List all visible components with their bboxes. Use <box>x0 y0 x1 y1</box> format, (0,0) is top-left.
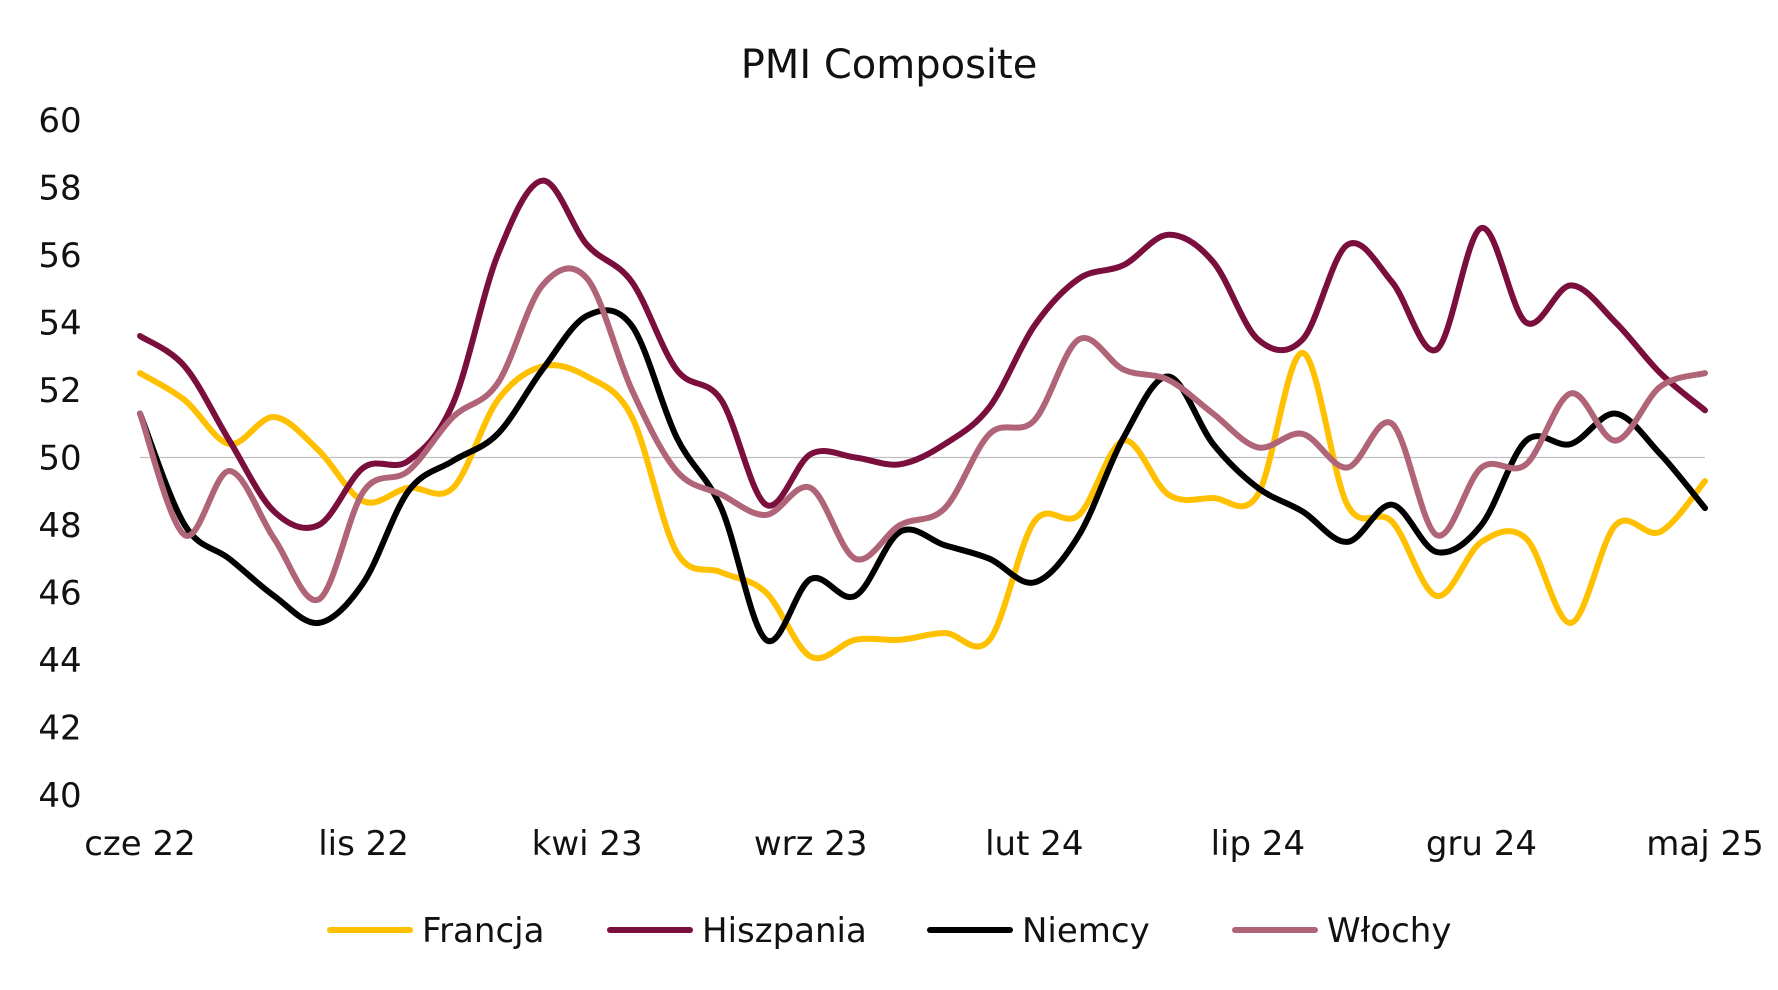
y-tick-label: 40 <box>38 776 81 816</box>
y-tick-label: 48 <box>38 506 81 546</box>
legend-label: Włochy <box>1327 911 1451 951</box>
x-tick-label: wrz 23 <box>754 824 868 864</box>
x-tick-label: lip 24 <box>1211 824 1306 864</box>
y-tick-label: 46 <box>38 574 81 614</box>
legend-label: Niemcy <box>1022 911 1150 951</box>
x-tick-label: lis 22 <box>318 824 409 864</box>
series-lines <box>137 177 1708 662</box>
x-tick-label: lut 24 <box>985 824 1083 864</box>
series-line-niemcy <box>137 307 1708 645</box>
x-tick-label: gru 24 <box>1426 824 1537 864</box>
y-tick-label: 60 <box>38 101 81 141</box>
series-line-francja <box>137 349 1708 662</box>
y-tick-label: 54 <box>38 304 81 344</box>
x-axis: cze 22 lis 22 kwi 23 wrz 23 lut 24 lip 24 gru … <box>84 824 1764 864</box>
y-tick-label: 50 <box>38 439 81 479</box>
legend: Francja Hiszpania Niemcy Włochy <box>327 911 1451 951</box>
y-tick-label: 42 <box>38 709 81 749</box>
x-tick-label: cze 22 <box>84 824 196 864</box>
legend-label: Francja <box>422 911 544 951</box>
y-tick-label: 58 <box>38 169 81 209</box>
y-tick-label: 56 <box>38 236 81 276</box>
y-axis: 40 42 44 46 48 50 52 54 56 58 60 <box>38 101 81 816</box>
series-line-włochy <box>137 265 1708 604</box>
x-tick-label: kwi 23 <box>532 824 643 864</box>
y-tick-label: 44 <box>38 641 81 681</box>
y-tick-label: 52 <box>38 371 81 411</box>
series-line-hiszpania <box>137 177 1708 531</box>
legend-label: Hiszpania <box>702 911 867 951</box>
x-tick-label: maj 25 <box>1646 824 1763 864</box>
chart-title: PMI Composite <box>741 42 1038 88</box>
